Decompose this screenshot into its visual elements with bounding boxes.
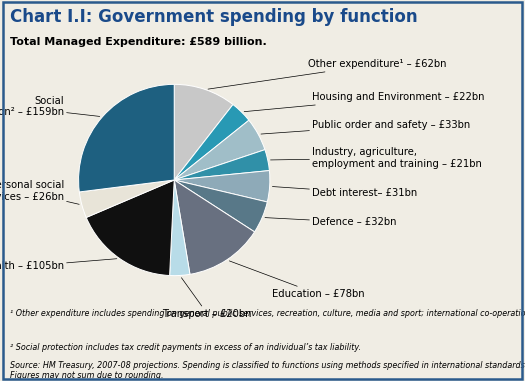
Text: Debt interest– £31bn: Debt interest– £31bn (272, 187, 417, 198)
Text: Source: HM Treasury, 2007-08 projections. Spending is classified to functions us: Source: HM Treasury, 2007-08 projections… (10, 361, 525, 380)
Text: Personal social
services – £26bn: Personal social services – £26bn (0, 180, 79, 204)
Wedge shape (174, 104, 249, 180)
Text: Health – £105bn: Health – £105bn (0, 259, 117, 271)
Text: Defence – £32bn: Defence – £32bn (265, 217, 397, 227)
Text: Education – £78bn: Education – £78bn (229, 261, 364, 299)
Wedge shape (174, 180, 267, 232)
Wedge shape (79, 84, 174, 192)
Text: Chart I.I: Government spending by function: Chart I.I: Government spending by functi… (10, 8, 418, 26)
Wedge shape (86, 180, 174, 275)
Text: Other expenditure¹ – £62bn: Other expenditure¹ – £62bn (208, 59, 447, 89)
Wedge shape (174, 171, 270, 202)
Text: Industry, agriculture,
employment and training – £21bn: Industry, agriculture, employment and tr… (270, 147, 482, 169)
Wedge shape (174, 180, 255, 274)
Wedge shape (174, 84, 233, 180)
Wedge shape (174, 150, 269, 180)
Text: Housing and Environment – £22bn: Housing and Environment – £22bn (244, 92, 485, 112)
Text: Transport – £20bn: Transport – £20bn (163, 278, 252, 319)
Wedge shape (174, 120, 265, 180)
Text: Public order and safety – £33bn: Public order and safety – £33bn (261, 120, 470, 134)
Text: ² Social protection includes tax credit payments in excess of an individual’s ta: ² Social protection includes tax credit … (10, 343, 362, 352)
Text: Social
protection² – £159bn: Social protection² – £159bn (0, 96, 100, 117)
Text: Total Managed Expenditure: £589 billion.: Total Managed Expenditure: £589 billion. (10, 37, 267, 47)
Wedge shape (170, 180, 190, 275)
Text: ¹ Other expenditure includes spending on general public services, recreation, cu: ¹ Other expenditure includes spending on… (10, 309, 525, 318)
Wedge shape (79, 180, 174, 218)
